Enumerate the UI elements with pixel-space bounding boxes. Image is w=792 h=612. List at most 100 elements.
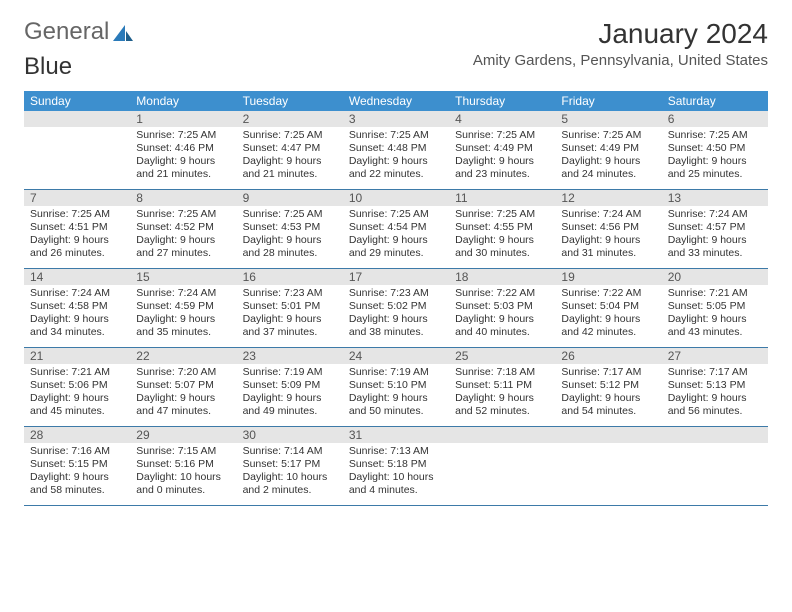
day-cell: 7Sunrise: 7:25 AMSunset: 4:51 PMDaylight… xyxy=(24,190,130,268)
sunrise-line: Sunrise: 7:25 AM xyxy=(30,208,124,221)
daylight-line: and 56 minutes. xyxy=(668,405,762,418)
day-cell: 9Sunrise: 7:25 AMSunset: 4:53 PMDaylight… xyxy=(237,190,343,268)
day-cell: 24Sunrise: 7:19 AMSunset: 5:10 PMDayligh… xyxy=(343,348,449,426)
sunrise-line: Sunrise: 7:25 AM xyxy=(243,208,337,221)
daylight-line: Daylight: 9 hours xyxy=(668,392,762,405)
daylight-line: Daylight: 9 hours xyxy=(30,313,124,326)
sunrise-line: Sunrise: 7:25 AM xyxy=(349,129,443,142)
day-cell: 16Sunrise: 7:23 AMSunset: 5:01 PMDayligh… xyxy=(237,269,343,347)
day-number: 4 xyxy=(449,111,555,127)
day-cell: 1Sunrise: 7:25 AMSunset: 4:46 PMDaylight… xyxy=(130,111,236,189)
day-number: 7 xyxy=(24,190,130,206)
day-number: 29 xyxy=(130,427,236,443)
day-number: 24 xyxy=(343,348,449,364)
calendar-grid: SundayMondayTuesdayWednesdayThursdayFrid… xyxy=(24,91,768,506)
brand-part1: General xyxy=(24,18,109,46)
daylight-line: Daylight: 9 hours xyxy=(455,234,549,247)
day-number: 12 xyxy=(555,190,661,206)
daylight-line: and 33 minutes. xyxy=(668,247,762,260)
day-number: 20 xyxy=(662,269,768,285)
sunrise-line: Sunrise: 7:25 AM xyxy=(455,129,549,142)
sunset-line: Sunset: 5:16 PM xyxy=(136,458,230,471)
daylight-line: Daylight: 10 hours xyxy=(136,471,230,484)
sunset-line: Sunset: 4:59 PM xyxy=(136,300,230,313)
day-number: 1 xyxy=(130,111,236,127)
daylight-line: Daylight: 10 hours xyxy=(349,471,443,484)
sunrise-line: Sunrise: 7:25 AM xyxy=(136,129,230,142)
sunset-line: Sunset: 4:52 PM xyxy=(136,221,230,234)
daylight-line: Daylight: 9 hours xyxy=(243,392,337,405)
day-cell: 26Sunrise: 7:17 AMSunset: 5:12 PMDayligh… xyxy=(555,348,661,426)
sail-icon xyxy=(111,22,135,42)
sunrise-line: Sunrise: 7:15 AM xyxy=(136,445,230,458)
daylight-line: and 29 minutes. xyxy=(349,247,443,260)
day-cell: 18 Sunrise: 7:22 AMSunset: 5:03 PMDayligh… xyxy=(449,269,555,347)
sunrise-line: Sunrise: 7:22 AM xyxy=(455,287,549,300)
daylight-line: Daylight: 9 hours xyxy=(243,234,337,247)
daylight-line: and 50 minutes. xyxy=(349,405,443,418)
sunrise-line: Sunrise: 7:25 AM xyxy=(349,208,443,221)
day-number xyxy=(555,427,661,443)
daylight-line: and 21 minutes. xyxy=(243,168,337,181)
day-number xyxy=(449,427,555,443)
daylight-line: Daylight: 9 hours xyxy=(561,234,655,247)
daylight-line: and 2 minutes. xyxy=(243,484,337,497)
day-number: 11 xyxy=(449,190,555,206)
daylight-line: and 37 minutes. xyxy=(243,326,337,339)
day-number: 18 xyxy=(449,269,555,285)
daylight-line: Daylight: 9 hours xyxy=(349,392,443,405)
sunrise-line: Sunrise: 7:17 AM xyxy=(561,366,655,379)
day-number: 30 xyxy=(237,427,343,443)
sunrise-line: Sunrise: 7:20 AM xyxy=(136,366,230,379)
sunrise-line: Sunrise: 7:14 AM xyxy=(243,445,337,458)
day-number: 27 xyxy=(662,348,768,364)
day-cell: 20Sunrise: 7:21 AMSunset: 5:05 PMDayligh… xyxy=(662,269,768,347)
sunrise-line: Sunrise: 7:21 AM xyxy=(668,287,762,300)
daylight-line: Daylight: 9 hours xyxy=(668,155,762,168)
day-cell: 25Sunrise: 7:18 AMSunset: 5:11 PMDayligh… xyxy=(449,348,555,426)
sunset-line: Sunset: 5:03 PM xyxy=(455,300,549,313)
daylight-line: Daylight: 9 hours xyxy=(30,392,124,405)
weekday-header: Thursday xyxy=(449,91,555,111)
sunrise-line: Sunrise: 7:21 AM xyxy=(30,366,124,379)
day-cell: 17Sunrise: 7:23 AMSunset: 5:02 PMDayligh… xyxy=(343,269,449,347)
sunrise-line: Sunrise: 7:17 AM xyxy=(668,366,762,379)
day-number: 25 xyxy=(449,348,555,364)
day-cell xyxy=(555,427,661,505)
sunset-line: Sunset: 5:07 PM xyxy=(136,379,230,392)
sunrise-line: Sunrise: 7:16 AM xyxy=(30,445,124,458)
sunset-line: Sunset: 4:47 PM xyxy=(243,142,337,155)
daylight-line: Daylight: 9 hours xyxy=(349,234,443,247)
daylight-line: and 42 minutes. xyxy=(561,326,655,339)
day-cell: 23Sunrise: 7:19 AMSunset: 5:09 PMDayligh… xyxy=(237,348,343,426)
daylight-line: Daylight: 9 hours xyxy=(30,471,124,484)
sunset-line: Sunset: 5:13 PM xyxy=(668,379,762,392)
week-row: 1Sunrise: 7:25 AMSunset: 4:46 PMDaylight… xyxy=(24,111,768,190)
daylight-line: Daylight: 9 hours xyxy=(243,155,337,168)
weekday-header: Wednesday xyxy=(343,91,449,111)
sunrise-line: Sunrise: 7:13 AM xyxy=(349,445,443,458)
daylight-line: and 24 minutes. xyxy=(561,168,655,181)
day-number: 13 xyxy=(662,190,768,206)
daylight-line: and 58 minutes. xyxy=(30,484,124,497)
sunset-line: Sunset: 5:09 PM xyxy=(243,379,337,392)
daylight-line: Daylight: 9 hours xyxy=(349,155,443,168)
day-number: 16 xyxy=(237,269,343,285)
sunset-line: Sunset: 5:15 PM xyxy=(30,458,124,471)
sunset-line: Sunset: 4:53 PM xyxy=(243,221,337,234)
sunset-line: Sunset: 4:56 PM xyxy=(561,221,655,234)
weekday-header: Friday xyxy=(555,91,661,111)
sunset-line: Sunset: 5:10 PM xyxy=(349,379,443,392)
daylight-line: and 47 minutes. xyxy=(136,405,230,418)
day-cell: 12Sunrise: 7:24 AMSunset: 4:56 PMDayligh… xyxy=(555,190,661,268)
daylight-line: Daylight: 9 hours xyxy=(455,313,549,326)
day-cell: 10Sunrise: 7:25 AMSunset: 4:54 PMDayligh… xyxy=(343,190,449,268)
day-number: 14 xyxy=(24,269,130,285)
sunrise-line: Sunrise: 7:25 AM xyxy=(243,129,337,142)
day-cell xyxy=(662,427,768,505)
week-row: 7Sunrise: 7:25 AMSunset: 4:51 PMDaylight… xyxy=(24,190,768,269)
daylight-line: and 21 minutes. xyxy=(136,168,230,181)
daylight-line: Daylight: 9 hours xyxy=(349,313,443,326)
day-number xyxy=(24,111,130,127)
sunset-line: Sunset: 5:18 PM xyxy=(349,458,443,471)
